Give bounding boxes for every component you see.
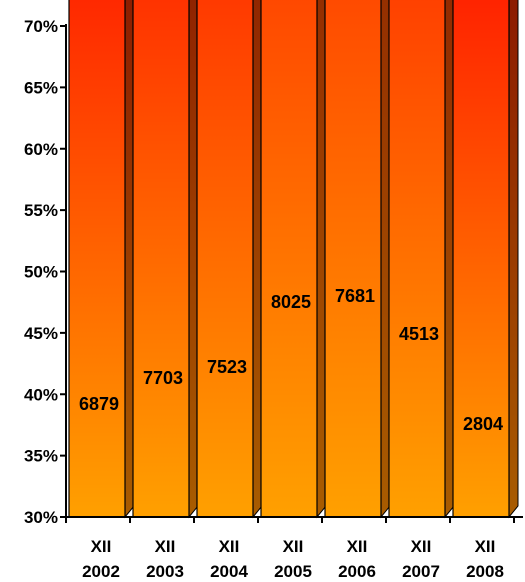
- x-tick-label-line2: 2008: [466, 562, 504, 581]
- axes: [60, 24, 523, 523]
- bar-side-low: [508, 0, 519, 519]
- bar-segment-low: [452, 0, 510, 518]
- data-label: 7703: [143, 368, 183, 388]
- y-tick-label: 70%: [24, 17, 58, 36]
- y-tick-label: 45%: [24, 324, 58, 343]
- data-label: 2804: [463, 414, 503, 434]
- x-tick-label-line1: XII: [283, 537, 304, 556]
- data-label: 7523: [207, 357, 247, 377]
- x-tick-label-line1: XII: [155, 537, 176, 556]
- y-tick-label: 65%: [24, 78, 58, 97]
- x-tick-label-line2: 2005: [274, 562, 312, 581]
- x-tick-label-line2: 2002: [82, 562, 120, 581]
- y-tick-label: 60%: [24, 140, 58, 159]
- y-tick-label: 30%: [24, 508, 58, 527]
- x-tick-label-line1: XII: [411, 537, 432, 556]
- labels: 6879 XII 2002 7703 XII 2003 7523 XII 2004 8025 XII…: [24, 17, 504, 581]
- x-tick-label-line2: 2004: [210, 562, 248, 581]
- x-tick-label-line2: 2003: [146, 562, 184, 581]
- x-tick-label-line1: XII: [347, 537, 368, 556]
- x-tick-label-line1: XII: [91, 537, 112, 556]
- bar-segment-low: [196, 0, 254, 518]
- data-label: 6879: [79, 394, 119, 414]
- y-tick-label: 40%: [24, 385, 58, 404]
- y-tick-label: 55%: [24, 201, 58, 220]
- bar-segment-low: [388, 0, 446, 518]
- x-tick-label-line1: XII: [219, 537, 240, 556]
- bar-segment-low: [260, 0, 318, 518]
- x-tick-label-line2: 2006: [338, 562, 376, 581]
- y-tick-label: 50%: [24, 263, 58, 282]
- data-label: 4513: [399, 324, 439, 344]
- bar-segment-low: [132, 0, 190, 518]
- plot-area: [68, 0, 519, 519]
- bar-segment-low: [324, 0, 382, 518]
- x-tick-label-line1: XII: [475, 537, 496, 556]
- y-tick-label: 35%: [24, 447, 58, 466]
- x-tick-label-line2: 2007: [402, 562, 440, 581]
- bar-segment-low: [68, 0, 126, 518]
- data-label: 8025: [271, 292, 311, 312]
- data-label: 7681: [335, 286, 375, 306]
